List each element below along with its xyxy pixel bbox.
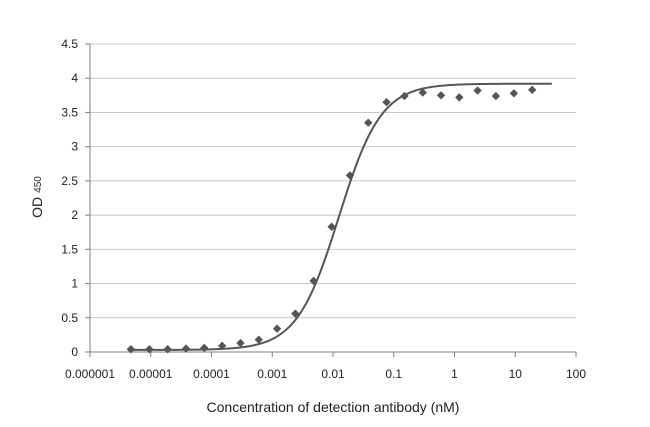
data-point bbox=[291, 309, 300, 318]
data-point bbox=[254, 335, 263, 344]
data-point bbox=[436, 91, 446, 100]
data-point bbox=[217, 341, 227, 351]
x-tick-label: 0.000001 bbox=[65, 367, 115, 381]
x-tick-label: 0.0001 bbox=[193, 367, 230, 381]
gridlines bbox=[90, 43, 576, 319]
data-point bbox=[491, 91, 501, 101]
y-tick-label: 3.5 bbox=[61, 105, 78, 119]
x-tick-label: 100 bbox=[566, 367, 586, 381]
y-tick-label: 1 bbox=[71, 277, 78, 291]
x-tick-label: 0.01 bbox=[321, 367, 345, 381]
data-point bbox=[418, 88, 427, 97]
data-point bbox=[200, 343, 209, 353]
data-point bbox=[382, 97, 391, 107]
data-point bbox=[327, 222, 336, 231]
x-tick-label: 1 bbox=[451, 367, 458, 381]
data-point bbox=[145, 345, 154, 354]
data-point bbox=[163, 345, 172, 354]
x-tick-labels: 0.000001 0.00001 0.0001 0.001 0.01 0.1 1 10 100 bbox=[65, 367, 586, 381]
data-point bbox=[272, 324, 282, 333]
data-point bbox=[126, 345, 136, 354]
y-axis-title-main: OD bbox=[29, 197, 45, 218]
y-tick-label: 1.5 bbox=[61, 242, 78, 256]
y-tick-labels: 0 0.5 1 1.5 2 2.5 3 3.5 4 4.5 bbox=[61, 37, 78, 359]
fit-curve bbox=[130, 82, 552, 351]
y-tick-label: 0 bbox=[71, 345, 78, 359]
data-point bbox=[473, 86, 482, 95]
x-tick-label: 0.1 bbox=[385, 367, 402, 381]
data-point bbox=[236, 338, 245, 348]
x-tick-label: 10 bbox=[509, 367, 523, 381]
data-point bbox=[181, 344, 191, 353]
x-tick-label: 0.001 bbox=[257, 367, 287, 381]
y-tick-label: 4.5 bbox=[61, 37, 78, 51]
data-points bbox=[126, 85, 537, 354]
y-axis-title-subscript: 450 bbox=[33, 176, 44, 193]
data-point bbox=[309, 276, 318, 286]
y-tick-label: 2 bbox=[71, 208, 78, 222]
data-point bbox=[364, 118, 373, 127]
data-point bbox=[345, 171, 355, 180]
data-point bbox=[400, 91, 409, 101]
y-tick-label: 4 bbox=[71, 71, 78, 85]
y-axis-title: OD 450 bbox=[29, 176, 45, 218]
data-point bbox=[455, 93, 464, 102]
axes bbox=[85, 43, 577, 357]
x-axis-title: Concentration of detection antibody (nM) bbox=[207, 399, 460, 415]
y-tick-label: 0.5 bbox=[61, 311, 78, 325]
data-point bbox=[509, 89, 519, 98]
y-tick-label: 3 bbox=[71, 140, 78, 154]
data-point bbox=[527, 85, 537, 95]
x-tick-label: 0.00001 bbox=[129, 367, 173, 381]
y-tick-label: 2.5 bbox=[61, 174, 78, 188]
